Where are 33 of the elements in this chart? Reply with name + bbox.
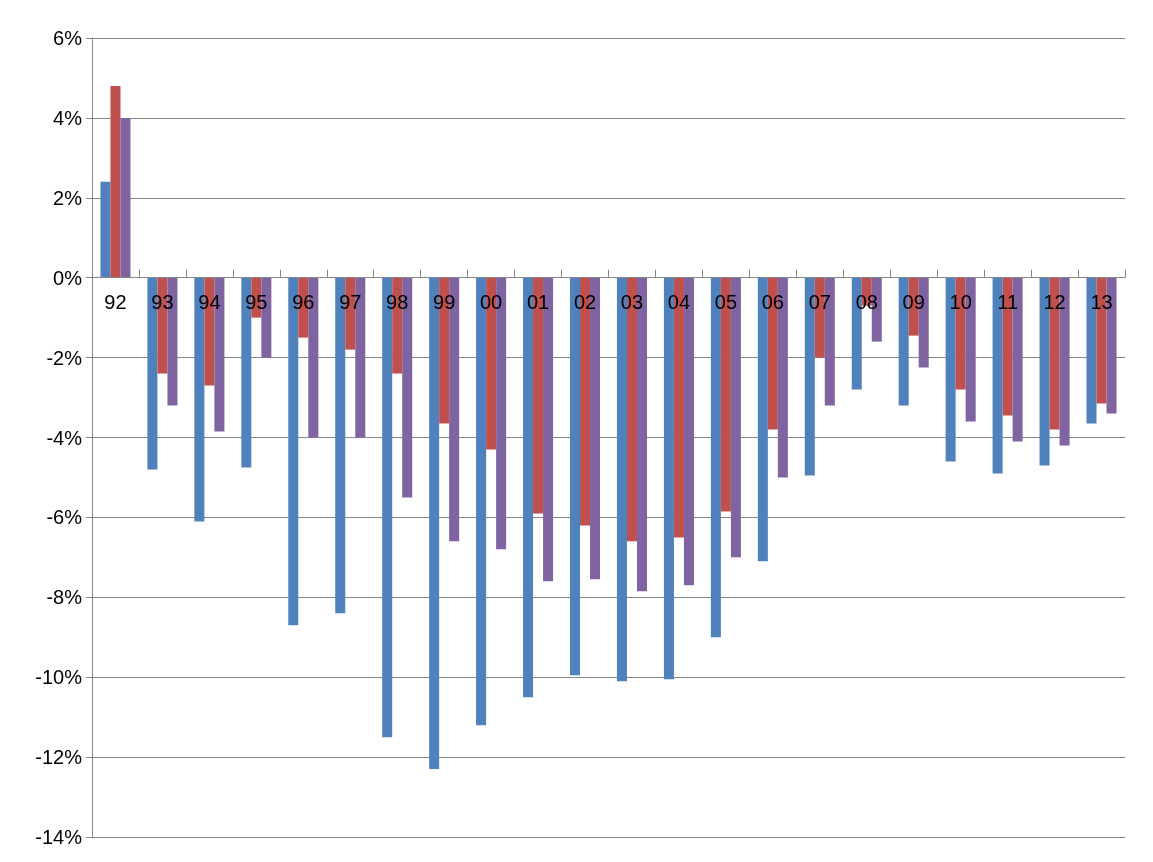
y-tick-label: -6% xyxy=(46,506,83,529)
x-tick-label: 99 xyxy=(433,290,456,313)
y-tick-label: -2% xyxy=(46,346,83,369)
y-tick-label: -14% xyxy=(35,826,83,848)
x-tick-label: 97 xyxy=(339,290,362,313)
y-tick-label: -4% xyxy=(46,426,83,449)
y-tick-label: -10% xyxy=(35,666,83,689)
x-tick-label: 92 xyxy=(104,290,127,313)
x-tick-label: 09 xyxy=(902,290,925,313)
y-tick-label: 0% xyxy=(53,266,83,289)
x-tick-label: 04 xyxy=(667,290,691,313)
y-tick-label: -8% xyxy=(46,586,83,609)
x-tick-label: 03 xyxy=(620,290,644,313)
x-tick-label: 95 xyxy=(245,290,268,313)
x-tick-label: 07 xyxy=(808,290,831,313)
x-tick-label: 98 xyxy=(386,290,409,313)
x-tick-label: 93 xyxy=(151,290,174,313)
x-tick-label: 96 xyxy=(292,290,315,313)
x-tick-label: 94 xyxy=(198,290,221,313)
x-tick-label: 10 xyxy=(949,290,972,313)
bar xyxy=(100,181,111,278)
x-tick-label: 05 xyxy=(714,290,738,313)
bar xyxy=(120,117,131,278)
x-tick-label: 00 xyxy=(479,290,503,313)
bar xyxy=(110,85,121,278)
x-tick-label: 06 xyxy=(761,290,784,313)
x-tick-label: 02 xyxy=(573,290,597,313)
y-tick-label: 6% xyxy=(53,27,83,49)
x-tick-label: 08 xyxy=(855,290,878,313)
x-tick-label: 01 xyxy=(526,290,550,313)
y-tick-label: -12% xyxy=(35,746,83,769)
y-tick-label: 2% xyxy=(53,186,83,209)
y-tick-label: 4% xyxy=(53,106,83,129)
